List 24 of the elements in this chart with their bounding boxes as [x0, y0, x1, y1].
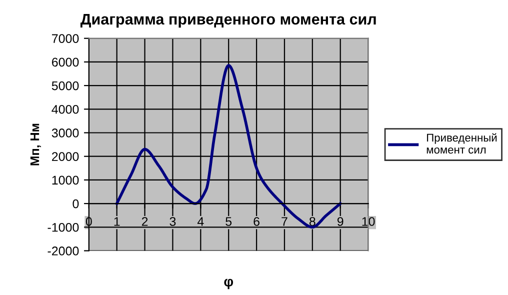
x-tick-label: 1: [114, 217, 120, 226]
y-tick-label: 4000: [52, 104, 79, 114]
x-tick-label: 3: [170, 217, 176, 226]
x-tick-label: 6: [254, 217, 260, 226]
y-tick-label: 1000: [52, 176, 79, 185]
x-tick-label: 2: [142, 217, 148, 226]
y-tick-label: 6000: [52, 58, 79, 67]
y-tick-label: 3000: [52, 128, 79, 138]
x-tick-label: 8: [309, 217, 316, 226]
y-axis-title: Мп, Нм: [30, 124, 41, 166]
y-tick-label: 0: [72, 199, 79, 208]
x-tick-label: 9: [337, 217, 344, 226]
legend-label: Приведенный момент сил: [426, 133, 497, 154]
chart-title: Диаграмма приведенного момента сил: [80, 14, 376, 28]
y-tick-label: 7000: [52, 34, 79, 43]
x-tick-label: 10: [362, 217, 375, 226]
y-tick-label: 2000: [52, 152, 79, 161]
x-axis-title: φ: [224, 278, 234, 290]
x-tick-label: 4: [197, 217, 204, 226]
y-tick-label: -1000: [48, 222, 79, 232]
y-tick-label: -2000: [48, 246, 79, 256]
x-tick-label: 5: [226, 217, 232, 226]
y-tick-label: 5000: [52, 81, 79, 90]
x-tick-label: 7: [282, 217, 288, 226]
